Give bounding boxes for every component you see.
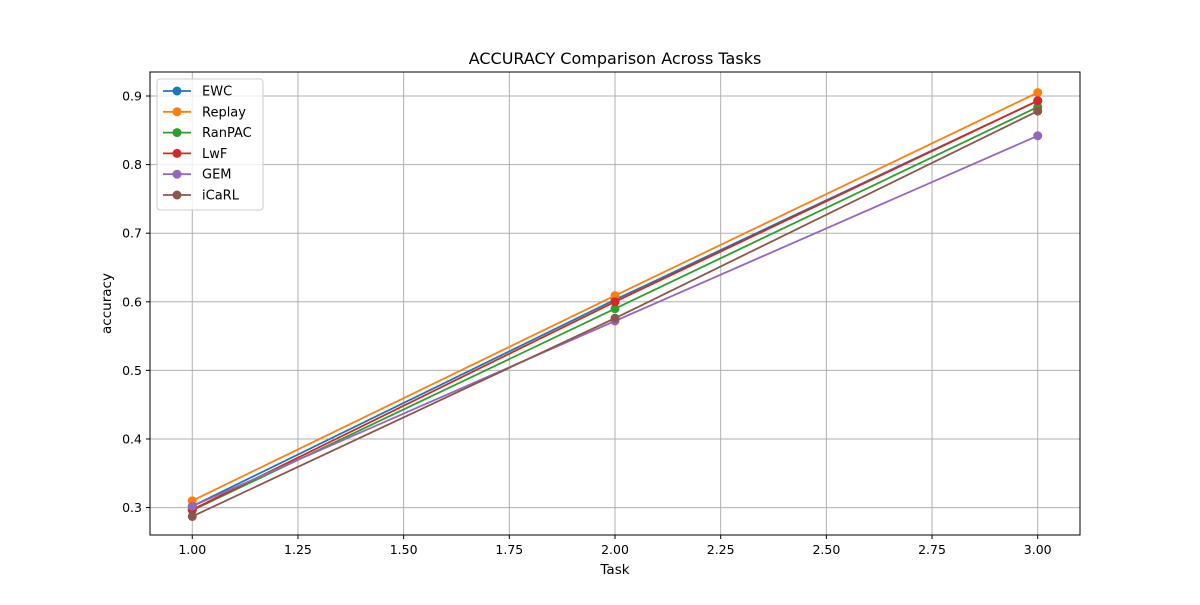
legend: EWC Replay RanPAC LwF GEM iCaRL (156, 78, 264, 211)
data-point (610, 313, 620, 323)
y-tick-label: 0.9 (122, 89, 142, 104)
legend-item: Replay (163, 105, 246, 120)
legend-label: EWC (202, 85, 232, 100)
legend-marker (172, 148, 182, 158)
y-tick-label: 0.6 (122, 294, 142, 309)
data-point (610, 291, 620, 301)
legend-label: GEM (202, 168, 232, 183)
legend-marker (172, 86, 182, 96)
x-tick-label: 2.25 (707, 542, 735, 557)
data-point (1033, 106, 1043, 116)
x-tick-label: 2.75 (918, 542, 946, 557)
legend-label: iCaRL (202, 189, 240, 204)
legend-item: LwF (163, 147, 227, 162)
series-lwf (187, 96, 1043, 515)
x-tick-label: 2.50 (812, 542, 840, 557)
x-tick-label: 1.25 (284, 542, 312, 557)
plot-frame (149, 71, 1081, 536)
x-tick-label: 3.00 (1024, 542, 1052, 557)
y-axis-label: accuracy (99, 273, 115, 334)
x-axis-label: Task (599, 562, 629, 578)
legend-marker (172, 190, 182, 200)
y-tick-label: 0.8 (122, 157, 142, 172)
x-tick-label: 1.00 (178, 542, 206, 557)
legend-item: RanPAC (163, 126, 252, 141)
data-point (610, 297, 620, 307)
data-point (187, 511, 197, 521)
x-tick-label: 2.00 (601, 542, 629, 557)
legend-marker (172, 128, 182, 138)
y-tick-label: 0.5 (122, 363, 142, 378)
y-tick-label: 0.7 (122, 226, 142, 241)
data-point (1033, 131, 1043, 141)
y-tick-label: 0.3 (122, 500, 142, 515)
legend-item: GEM (163, 168, 232, 183)
data-point (610, 304, 620, 314)
legend-label: RanPAC (202, 126, 252, 141)
y-tick-label: 0.4 (122, 431, 142, 446)
legend-item: EWC (163, 85, 232, 100)
series-replay (187, 88, 1043, 506)
legend-marker (172, 107, 182, 117)
series-icarl (187, 106, 1043, 521)
chart-title: ACCURACY Comparison Across Tasks (469, 49, 762, 68)
legend-label: LwF (202, 147, 227, 162)
data-point (187, 501, 197, 511)
legend-marker (172, 169, 182, 179)
legend-item: iCaRL (163, 189, 240, 204)
x-tick-label: 1.50 (390, 542, 418, 557)
legend-label: Replay (202, 105, 246, 120)
data-point (1033, 88, 1043, 98)
data-point (1033, 96, 1043, 106)
x-tick-label: 1.75 (495, 542, 523, 557)
